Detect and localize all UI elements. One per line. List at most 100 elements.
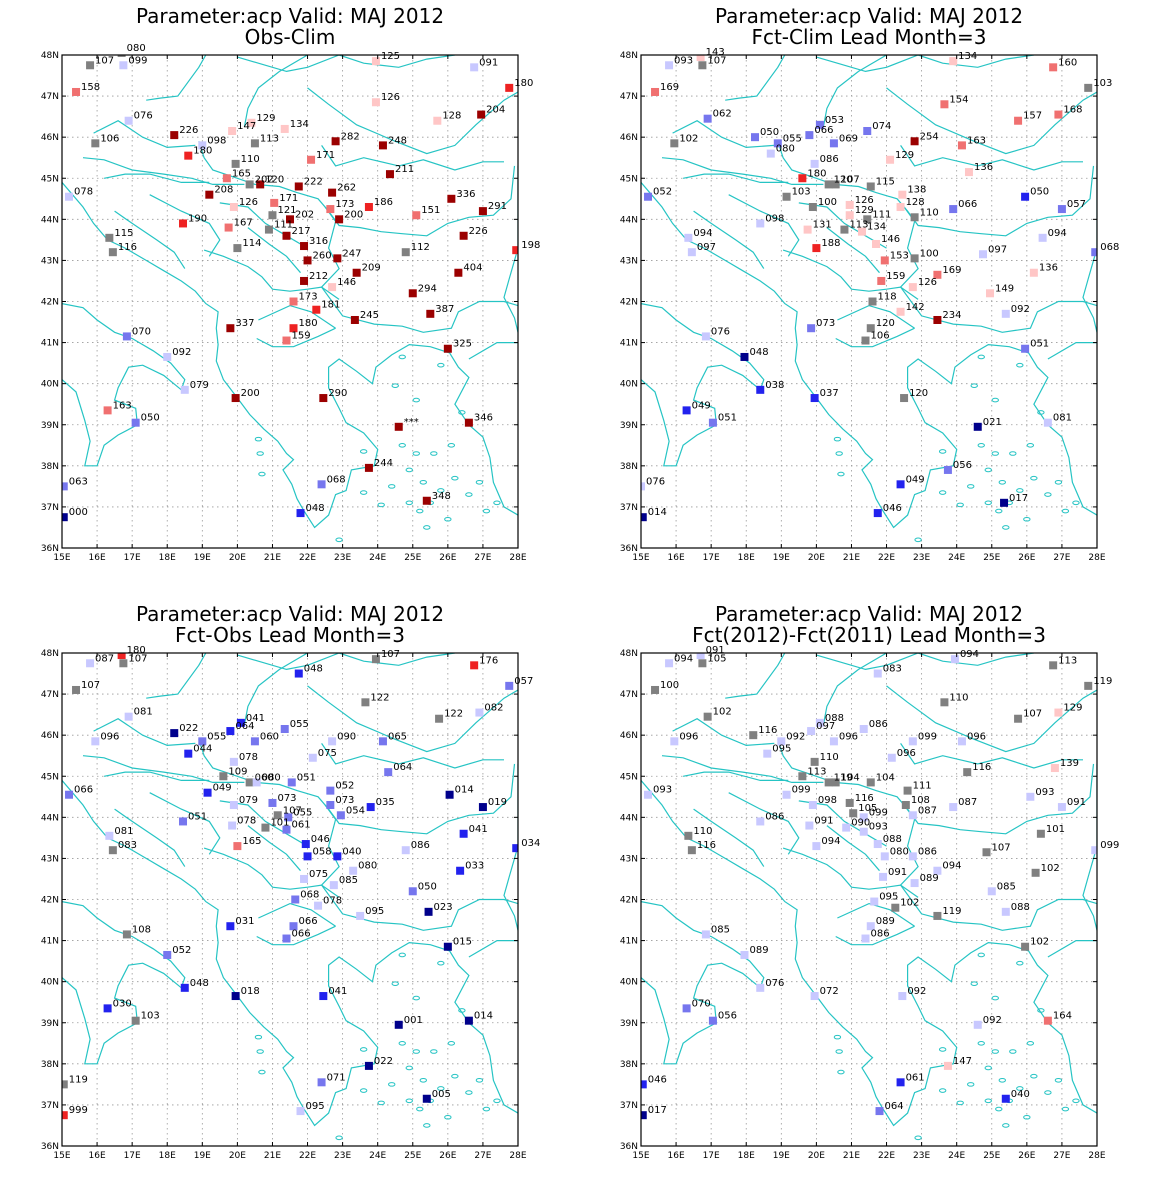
station-value: 085 bbox=[997, 881, 1016, 892]
station-value: 105 bbox=[707, 653, 726, 664]
lon-tick-label: 19E bbox=[773, 1151, 790, 1161]
station-marker bbox=[829, 139, 838, 148]
station-marker bbox=[908, 852, 917, 861]
station-marker bbox=[224, 223, 233, 232]
island bbox=[1016, 1086, 1024, 1091]
island bbox=[1061, 508, 1070, 514]
station-value: 146 bbox=[337, 277, 356, 288]
station-value: 110 bbox=[949, 692, 968, 703]
coastline bbox=[1047, 342, 1097, 360]
station-marker bbox=[1091, 248, 1097, 257]
station-marker bbox=[859, 827, 868, 836]
station-marker bbox=[810, 159, 819, 168]
station-marker bbox=[872, 239, 881, 248]
station-value: 050 bbox=[418, 881, 437, 892]
lon-tick-label: 23E bbox=[334, 553, 351, 563]
station-marker bbox=[108, 846, 117, 855]
station-value: 093 bbox=[1035, 787, 1054, 798]
station-marker bbox=[1043, 1016, 1052, 1025]
station-marker bbox=[228, 821, 237, 830]
coastline bbox=[899, 206, 1097, 333]
station-marker bbox=[933, 270, 942, 279]
station-marker bbox=[62, 1111, 68, 1120]
island bbox=[465, 492, 473, 497]
station-marker bbox=[329, 881, 338, 890]
lon-tick-label: 19E bbox=[194, 553, 211, 563]
station-value: 260 bbox=[313, 250, 332, 261]
coastline bbox=[320, 206, 518, 333]
station-marker bbox=[122, 930, 131, 939]
station-marker bbox=[384, 768, 393, 777]
station-value: 086 bbox=[820, 154, 839, 165]
coastline bbox=[103, 173, 210, 183]
station-value: 051 bbox=[188, 811, 207, 822]
station-marker bbox=[198, 141, 207, 150]
station-value: 119 bbox=[834, 772, 853, 783]
station-marker bbox=[831, 180, 840, 189]
lat-tick-label: 41N bbox=[620, 339, 638, 349]
station-marker bbox=[696, 653, 705, 660]
station-value: 097 bbox=[816, 721, 835, 732]
station-value: 018 bbox=[241, 986, 260, 997]
station-value: 094 bbox=[693, 228, 712, 239]
lat-tick-label: 42N bbox=[41, 298, 59, 308]
lat-tick-label: 42N bbox=[620, 896, 638, 906]
station-value: 066 bbox=[74, 785, 93, 796]
island bbox=[837, 471, 845, 477]
island bbox=[482, 1106, 491, 1112]
lat-tick-label: 37N bbox=[620, 1101, 638, 1111]
station-marker bbox=[86, 659, 95, 668]
island bbox=[1054, 1077, 1063, 1083]
station-value: 022 bbox=[179, 723, 198, 734]
station-marker bbox=[698, 659, 707, 668]
lat-tick-label: 43N bbox=[41, 854, 59, 864]
station-value: 115 bbox=[114, 228, 133, 239]
coastline bbox=[682, 173, 789, 183]
lon-tick-label: 15E bbox=[632, 1151, 649, 1161]
station-marker bbox=[773, 139, 782, 148]
station-marker bbox=[696, 55, 705, 62]
station-marker bbox=[641, 482, 645, 491]
station-value: 404 bbox=[463, 263, 482, 274]
station-marker bbox=[665, 61, 674, 70]
station-marker bbox=[303, 852, 312, 861]
station-marker bbox=[131, 418, 140, 427]
station-value: 180 bbox=[514, 78, 533, 89]
station-marker bbox=[328, 737, 337, 746]
lon-tick-label: 27E bbox=[1053, 553, 1070, 563]
station-marker bbox=[459, 829, 468, 838]
station-value: 211 bbox=[395, 164, 414, 175]
island bbox=[398, 952, 406, 958]
station-value: 208 bbox=[214, 185, 233, 196]
island bbox=[412, 397, 420, 403]
station-value: 034 bbox=[521, 838, 540, 849]
station-value: 139 bbox=[1060, 758, 1079, 769]
lon-tick-label: 18E bbox=[159, 553, 176, 563]
station-value: 337 bbox=[235, 318, 254, 329]
station-value: 107 bbox=[381, 649, 400, 660]
station-value: 089 bbox=[749, 945, 768, 956]
station-marker bbox=[665, 659, 674, 668]
station-value: 119 bbox=[942, 906, 961, 917]
station-marker bbox=[170, 131, 179, 140]
station-value: 087 bbox=[95, 653, 114, 664]
station-value: 126 bbox=[918, 277, 937, 288]
station-value: 086 bbox=[870, 929, 889, 940]
lat-tick-label: 46N bbox=[41, 731, 59, 741]
station-value: 128 bbox=[442, 111, 461, 122]
lat-tick-label: 40N bbox=[41, 380, 59, 390]
station-value: 112 bbox=[411, 242, 430, 253]
station-value: 134 bbox=[290, 119, 309, 130]
station-marker bbox=[810, 757, 819, 766]
station-value: 101 bbox=[270, 818, 289, 829]
station-marker bbox=[908, 283, 917, 292]
station-marker bbox=[326, 786, 335, 795]
station-marker bbox=[280, 725, 289, 734]
station-marker bbox=[887, 753, 896, 762]
island bbox=[1016, 488, 1024, 493]
station-value: 290 bbox=[328, 388, 347, 399]
station-marker bbox=[103, 406, 112, 415]
coastline bbox=[777, 739, 1095, 835]
station-marker bbox=[412, 211, 421, 220]
station-value: 102 bbox=[1041, 863, 1060, 874]
